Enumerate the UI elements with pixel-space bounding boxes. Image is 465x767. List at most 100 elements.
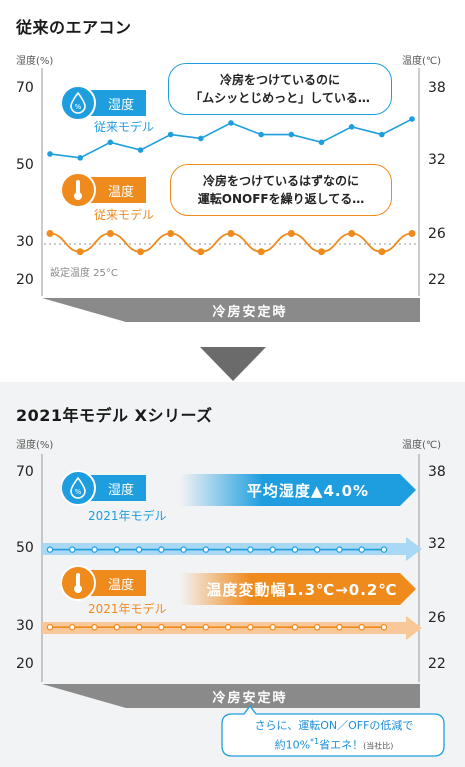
bottom-right-axis-title: 温度(℃)	[402, 440, 442, 451]
top-left-tick-50: 50	[16, 157, 34, 173]
top-chart	[41, 68, 420, 296]
top-humidity-point-0	[47, 151, 53, 157]
top-humidity-pill-label: 湿度	[108, 97, 135, 113]
bottom-humidity-point-5	[158, 546, 165, 553]
humidity-banner-shape	[180, 474, 416, 506]
bottom-humidity-point-2	[91, 546, 98, 553]
top-temp-point-5	[197, 248, 205, 256]
top-temp-model: 従来モデル	[94, 208, 155, 222]
bottom-stable-label: 冷房安定時	[212, 691, 288, 706]
bottom-humidity-point-10	[269, 546, 276, 553]
bottom-left-axis-title: 湿度(%)	[16, 440, 54, 451]
top-humidity-series	[47, 116, 415, 161]
bottom-temp-point-7	[202, 624, 210, 631]
bottom-left-tick-20: 20	[16, 656, 34, 672]
top-humidity-bubble: 冷房をつけているのに 「ムシッとじめっと」している…	[168, 63, 392, 115]
bottom-humidity-point-13	[336, 546, 343, 553]
temp-banner: 温度変動幅1.3℃→0.2℃	[206, 580, 398, 599]
note-sup: *1	[310, 737, 320, 746]
bottom-left-tick-30: 30	[16, 618, 34, 634]
bottom-humidity-point-12	[314, 546, 321, 553]
bottom-temp-point-0	[46, 624, 54, 631]
bottom-humidity-point-4	[135, 546, 143, 553]
top-temp-point-4	[167, 230, 175, 237]
top-humidity-point-3	[137, 147, 144, 153]
top-right-tick-38: 38	[428, 80, 446, 96]
top-right-tick-32: 32	[428, 152, 446, 168]
svg-text:%: %	[75, 488, 82, 496]
bottom-temp-point-5	[158, 624, 165, 631]
note-line2: 約10%	[274, 738, 311, 752]
bottom-left-tick-50: 50	[16, 540, 34, 556]
top-setpoint-label: 設定温度 25°C	[50, 268, 118, 279]
bottom-temp-point-3	[113, 624, 121, 631]
top-humidity-point-5	[198, 135, 204, 142]
bottom-temp-point-2	[91, 624, 98, 631]
bottom-humidity-pill-label: 湿度	[108, 482, 135, 498]
bottom-temp-point-12	[314, 624, 321, 631]
top-humidity-point-6	[228, 120, 234, 126]
bottom-right-tick-26: 26	[428, 610, 446, 626]
bottom-temp-point-9	[247, 624, 254, 631]
bottom-humidity-point-14	[358, 546, 365, 553]
bottom-humidity-point-15	[380, 546, 388, 553]
bottom-stable-shape	[42, 684, 420, 708]
top-right-axis-title: 温度(℃)	[402, 56, 442, 67]
down-arrow-icon	[200, 347, 266, 381]
humidity-drop-icon: %	[60, 85, 96, 121]
top-left-tick-70: 70	[16, 80, 34, 96]
svg-text:%: %	[75, 103, 82, 111]
bottom-humidity-point-6	[180, 546, 187, 553]
top-temp-point-6	[227, 230, 235, 237]
bottom-title: 2021年モデル Xシリーズ	[16, 406, 213, 425]
top-temp-point-8	[287, 230, 295, 237]
bottom-humidity-model: 2021年モデル	[88, 509, 167, 523]
bottom-humidity-point-3	[113, 546, 121, 553]
thermometer-icon-2	[60, 565, 96, 601]
top-temp-point-1	[76, 248, 84, 256]
top-temp-pill-label: 温度	[108, 184, 135, 200]
note-line2b: 省エネ！	[319, 738, 364, 752]
top-humidity-point-4	[167, 131, 174, 138]
bottom-temp-point-13	[336, 624, 343, 631]
note-line1: さらに、運転ON／OFFの低減で	[254, 719, 414, 732]
thermometer-icon	[60, 172, 96, 208]
bottom-humidity-point-11	[291, 546, 299, 553]
bubble1-line2: 「ムシッとじめっと」している…	[190, 91, 370, 105]
bubble2-line2: 運転ONOFFを繰り返してる…	[197, 192, 365, 206]
bottom-temp-point-6	[180, 624, 187, 631]
humidity-drop-icon-2: %	[60, 470, 96, 506]
bottom-temp-point-14	[358, 624, 365, 631]
bubble1-line1: 冷房をつけているのに	[219, 73, 340, 87]
top-temp-point-2	[106, 230, 114, 237]
top-temp-point-11	[378, 248, 386, 256]
top-right-tick-22: 22	[428, 272, 446, 288]
top-humidity-point-8	[288, 131, 295, 138]
bottom-right-tick-22: 22	[428, 656, 446, 672]
top-left-axis-title: 湿度(%)	[16, 56, 54, 67]
bottom-temp-point-11	[291, 624, 299, 631]
bottom-temp-pill-label: 温度	[108, 577, 135, 593]
top-humidity-point-9	[318, 139, 325, 146]
bottom-temp-point-10	[269, 624, 276, 631]
top-humidity-point-1	[77, 155, 83, 161]
bottom-right-tick-32: 32	[428, 536, 446, 552]
top-temp-point-9	[318, 248, 325, 256]
top-temp-series	[46, 230, 416, 256]
top-left-tick-20: 20	[16, 272, 34, 288]
bottom-humidity-series	[46, 546, 388, 553]
top-left-tick-30: 30	[16, 234, 34, 250]
bottom-temp-point-8	[224, 624, 232, 631]
bottom-temp-point-1	[69, 624, 76, 631]
bottom-right-tick-38: 38	[428, 464, 446, 480]
note-bubble-shape	[221, 704, 445, 757]
note-small: (当社比)	[363, 741, 394, 751]
bottom-humidity-point-8	[224, 546, 232, 553]
bottom-humidity-point-0	[46, 546, 54, 553]
top-humidity-point-7	[258, 131, 264, 138]
top-right-tick-26: 26	[428, 226, 446, 242]
humidity-banner: 平均湿度▲4.0%	[246, 481, 370, 500]
top-temp-bubble: 冷房をつけているはずなのに 運転ONOFFを繰り返してる…	[170, 164, 392, 216]
top-temp-point-7	[257, 248, 265, 256]
